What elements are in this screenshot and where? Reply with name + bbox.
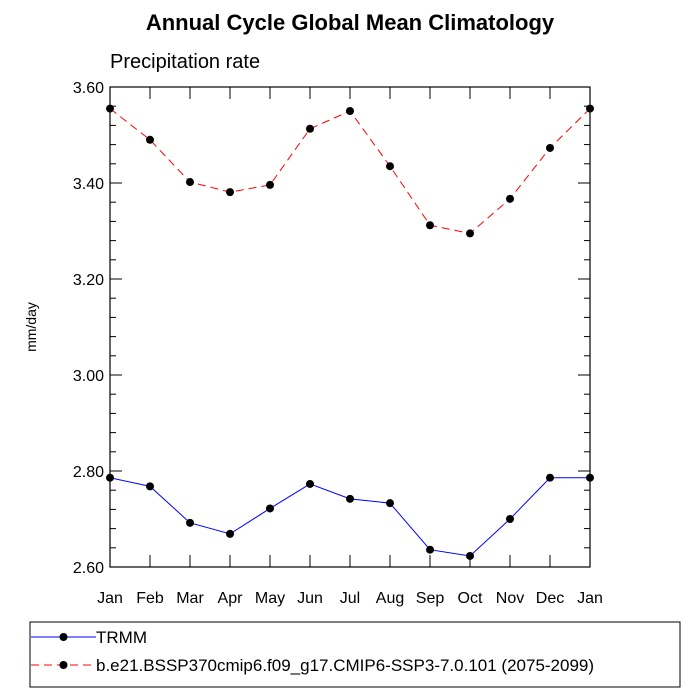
series-2-point [386, 162, 394, 171]
series-2-point [186, 178, 194, 187]
series-1-point [146, 482, 154, 491]
legend-marker-2 [59, 661, 68, 669]
y-tick-label: 2.60 [73, 560, 104, 577]
series-1-point [106, 473, 114, 482]
x-tick-label: Jun [297, 590, 323, 607]
series-1-point [386, 499, 394, 508]
series-1-point [226, 529, 234, 538]
plot-area: 2.60 2.80 3.00 3.20 3.40 3.60 Jan Feb Mar Apr May J… [73, 80, 603, 607]
chart-subtitle: Precipitation rate [110, 51, 260, 73]
series-2-point [506, 194, 514, 203]
series-2-point [346, 107, 354, 115]
y-tick-label: 3.60 [73, 80, 104, 97]
y-tick-label: 3.40 [73, 176, 104, 193]
series-1-point [306, 479, 314, 488]
x-tick-label: Oct [458, 590, 483, 607]
series-2-point [426, 221, 434, 230]
series-1-point [426, 545, 434, 554]
series-1-point [466, 551, 474, 560]
y-tick-label: 2.80 [73, 464, 104, 481]
series-1-point [586, 473, 594, 482]
x-tick-label: Jan [577, 590, 603, 607]
series-1-point [346, 494, 354, 503]
legend-box [29, 621, 681, 688]
x-tick-label: Feb [136, 590, 164, 607]
x-tick-label: Sep [416, 590, 445, 607]
series-1-point [186, 518, 194, 527]
x-tick-label: Mar [176, 590, 204, 607]
series-2-point [546, 143, 554, 152]
legend: TRMM b.e21.BSSP370cmip6.f09_g17.CMIP6-SSP… [29, 621, 681, 688]
x-tick-label: Nov [496, 590, 524, 607]
legend-label-2: b.e21.BSSP370cmip6.f09_g17.CMIP6-SSP3-7.… [96, 656, 594, 675]
y-tick-label: 3.20 [73, 272, 104, 289]
series-1-point [266, 504, 274, 513]
y-axis-label: mm/day [23, 302, 39, 352]
chart-title: Annual Cycle Global Mean Climatology [146, 10, 555, 35]
series-2-point [466, 229, 474, 238]
series-1-point [546, 473, 554, 482]
x-tick-label: Aug [376, 590, 404, 607]
legend-marker-1 [59, 633, 68, 641]
series-2-point [146, 135, 154, 144]
x-tick-label: Apr [218, 590, 244, 607]
x-tick-label: Jul [340, 590, 360, 607]
series-2-point [306, 124, 314, 133]
series-1-point [506, 515, 514, 523]
x-tick-label: Jan [97, 590, 123, 607]
x-tick-label: May [255, 590, 285, 607]
series-line-2 [109, 108, 591, 234]
series-2-point [106, 104, 114, 113]
y-tick-label: 3.00 [73, 368, 104, 385]
legend-label-1: TRMM [96, 628, 147, 647]
x-tick-label: Dec [536, 590, 564, 607]
series-line-1 [109, 477, 590, 557]
series-2-point [266, 180, 274, 189]
series-2-point [226, 188, 234, 197]
series-2-point [586, 104, 594, 113]
